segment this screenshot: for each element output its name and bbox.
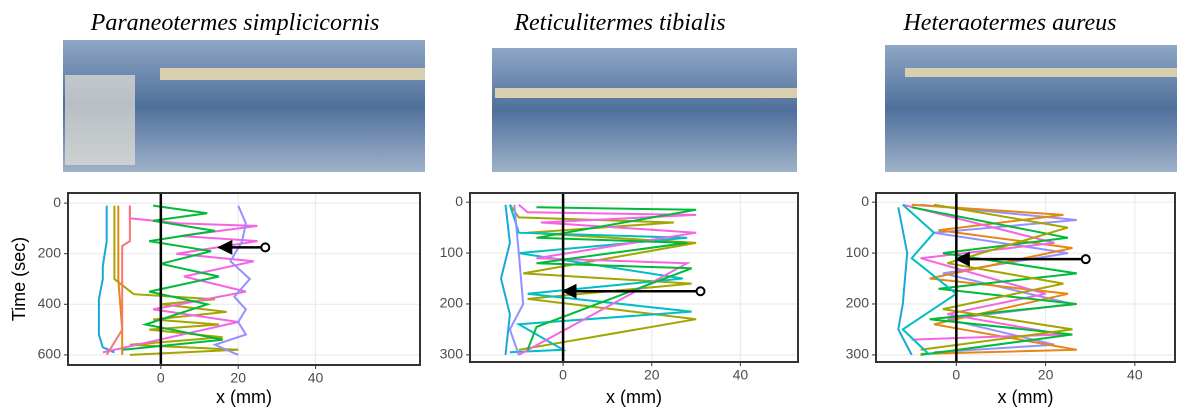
x-tick-label: 0 [157,370,165,386]
y-tick-label: 600 [38,346,62,362]
arrow-origin [695,286,706,297]
y-tick-label: 0 [861,193,869,209]
plot-frame [67,192,421,366]
y-tick-label: 0 [455,193,463,209]
y-tick-label: 200 [440,295,464,311]
x-axis-label: x (mm) [606,387,662,407]
trajectory [518,203,697,356]
y-tick-label: 200 [38,244,62,260]
photo [492,48,797,172]
x-tick-label: 20 [644,367,660,383]
trajectory [911,206,1077,356]
trajectory [508,204,525,356]
y-tick-label: 0 [53,194,61,210]
photo-tunnel [160,68,425,80]
photo-sand [65,75,135,165]
x-tick-label: 40 [733,367,749,383]
y-tick-label: 200 [846,295,870,311]
photo-tunnel [905,68,1177,77]
trajectory [212,205,252,356]
trajectory [105,205,131,356]
chart-title: Heteraotermes aureus [902,10,1116,36]
y-tick-label: 400 [38,295,62,311]
trajectory [102,205,258,354]
trajectory [920,203,1073,351]
y-tick-label: 100 [440,244,464,260]
x-tick-label: 20 [230,370,246,386]
trajectory [508,204,692,354]
photos [63,40,1177,172]
trajectory [117,205,124,355]
photo-tunnel [495,88,797,98]
arrow-origin [260,242,271,253]
x-tick-label: 0 [952,367,960,383]
arrow-origin [1080,254,1091,265]
x-tick-label: 40 [308,370,324,386]
y-tick-label: 100 [846,244,870,260]
plot-frame [469,192,799,363]
plot-background [68,193,420,365]
plot-frame [875,192,1176,363]
trajectory [97,205,115,354]
y-tick-label: 300 [846,346,870,362]
x-axis-label: x (mm) [998,387,1054,407]
trajectory [897,207,913,356]
x-tick-label: 0 [559,367,567,383]
x-tick-label: 20 [1038,367,1054,383]
x-axis-label: x (mm) [216,387,272,407]
y-axis-label: Time (sec) [9,237,29,321]
chart-title: Reticulitermes tibialis [513,10,725,36]
y-tick-label: 300 [440,346,464,362]
photo [885,45,1177,172]
chart-title: Paraneotermes simplicicornis [90,10,380,36]
trajectory [499,204,511,356]
trajectory [113,205,239,356]
x-tick-label: 40 [1127,367,1143,383]
trajectory [901,203,958,356]
